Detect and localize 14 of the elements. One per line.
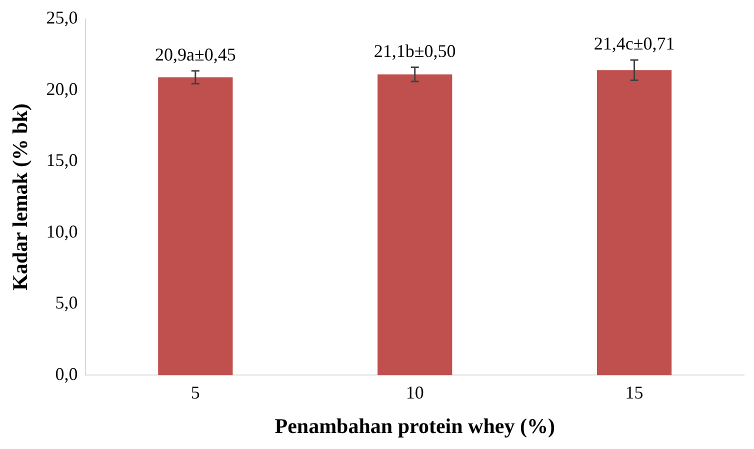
x-tick-label: 15 — [625, 382, 644, 403]
x-axis-title: Penambahan protein whey (%) — [274, 414, 555, 438]
annotation: 21,1b±0,50 — [374, 41, 456, 62]
y-axis-title: Kadar lemak (% bk) — [8, 104, 32, 290]
y-tick-label: 25,0 — [46, 8, 78, 28]
y-tick-label: 10,0 — [46, 221, 78, 242]
x-tick-label: 5 — [190, 382, 200, 403]
y-tick-label: 15,0 — [46, 150, 78, 170]
y-tick-label: 0,0 — [55, 364, 78, 384]
annotation: 21,4c±0,71 — [594, 34, 675, 54]
annotation: 20,9a±0,45 — [154, 44, 236, 65]
y-tick-label: 5,0 — [55, 292, 78, 313]
x-tick-label: 10 — [406, 382, 424, 403]
y-tick-label: 20,0 — [46, 78, 78, 99]
